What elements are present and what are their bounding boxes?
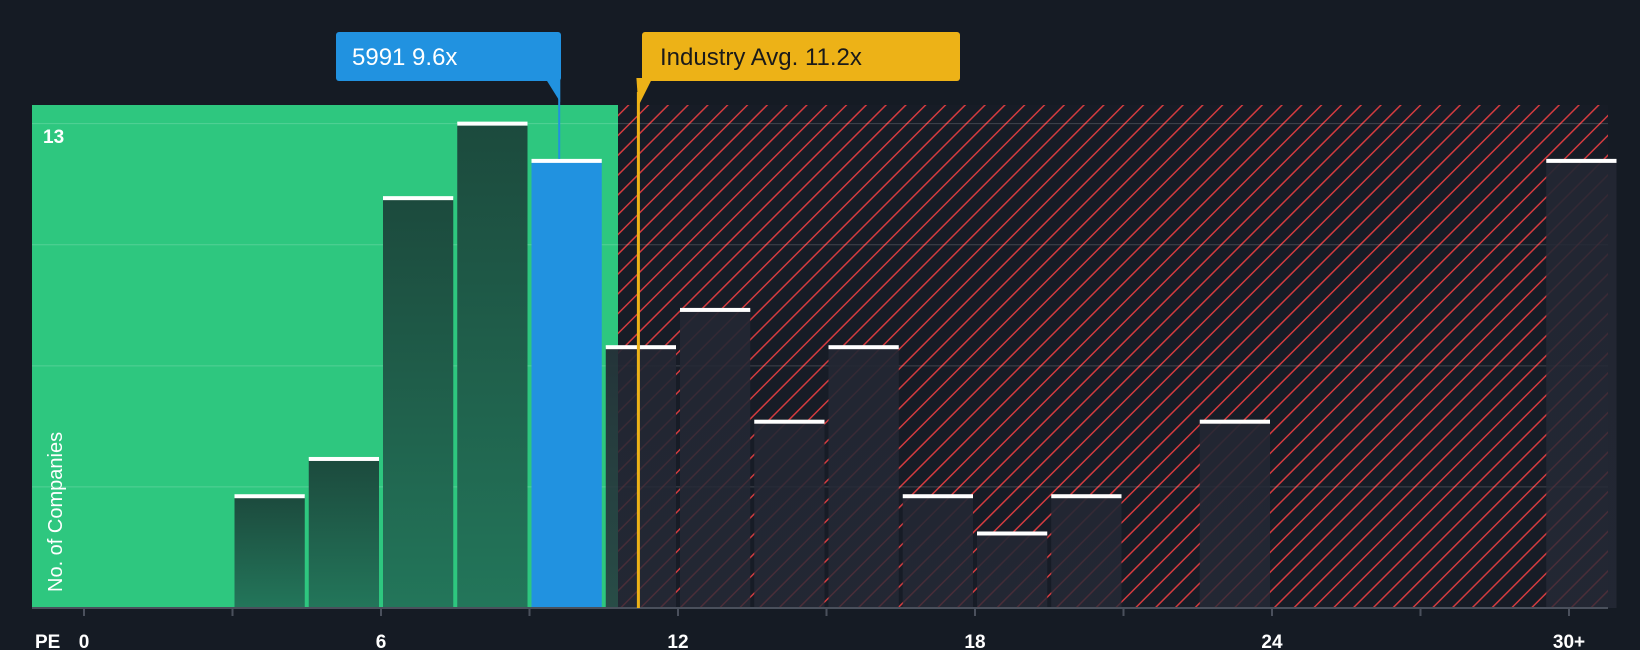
bar-cap-1 xyxy=(308,456,379,461)
bar-2 xyxy=(383,198,454,609)
bar-cap-11 xyxy=(1051,494,1122,499)
company-label: 5991 9.6x xyxy=(352,44,457,71)
bar-cap-10 xyxy=(977,531,1048,536)
bar-11 xyxy=(1051,496,1122,608)
bar-cap-13 xyxy=(1546,158,1617,163)
bar-cap-2 xyxy=(383,196,454,201)
bar-cap-5 xyxy=(605,345,676,350)
x-tick-label-1: 6 xyxy=(376,632,387,650)
bar-cap-9 xyxy=(902,494,973,499)
industry-avg-callout xyxy=(642,32,960,81)
bar-1 xyxy=(308,458,379,608)
bar-cap-7 xyxy=(754,419,825,424)
company-callout xyxy=(336,32,561,81)
bar-3 xyxy=(457,123,528,608)
bar-cap-0 xyxy=(234,494,305,499)
industry-avg-pointer xyxy=(636,78,653,106)
y-tick-label-13: 13 xyxy=(43,127,64,148)
bar-cap-12 xyxy=(1199,419,1270,424)
bar-0 xyxy=(234,496,305,608)
x-tick-label-3: 18 xyxy=(964,632,985,650)
bar-cap-4 xyxy=(531,158,602,163)
bar-12 xyxy=(1199,421,1270,608)
y-axis-label: No. of Companies xyxy=(45,432,67,592)
industry-avg-marker: Industry Avg. 11.2x xyxy=(636,32,960,608)
x-tick-label-2: 12 xyxy=(667,632,688,650)
bar-10 xyxy=(977,533,1048,608)
x-tick-label-4: 24 xyxy=(1261,632,1283,650)
bar-cap-6 xyxy=(680,307,751,312)
bar-5 xyxy=(605,347,676,608)
bar-4 xyxy=(531,160,602,608)
x-axis-label: PE xyxy=(35,632,60,650)
bar-8 xyxy=(828,347,899,608)
bar-7 xyxy=(754,421,825,608)
bars xyxy=(234,121,1617,609)
x-tick-label-0: 0 xyxy=(79,632,90,650)
x-tick-label-5: 30+ xyxy=(1553,632,1585,650)
x-axis-ticks: 0 6 12 18 24 30+ xyxy=(79,608,1585,650)
industry-avg-label: Industry Avg. 11.2x xyxy=(660,44,862,71)
bar-9 xyxy=(902,496,973,608)
bar-cap-8 xyxy=(828,345,899,350)
company-pointer xyxy=(545,78,561,102)
bar-6 xyxy=(680,309,751,608)
company-marker: 5991 9.6x xyxy=(336,32,561,159)
bar-cap-3 xyxy=(457,121,528,126)
bar-13 xyxy=(1546,160,1617,608)
